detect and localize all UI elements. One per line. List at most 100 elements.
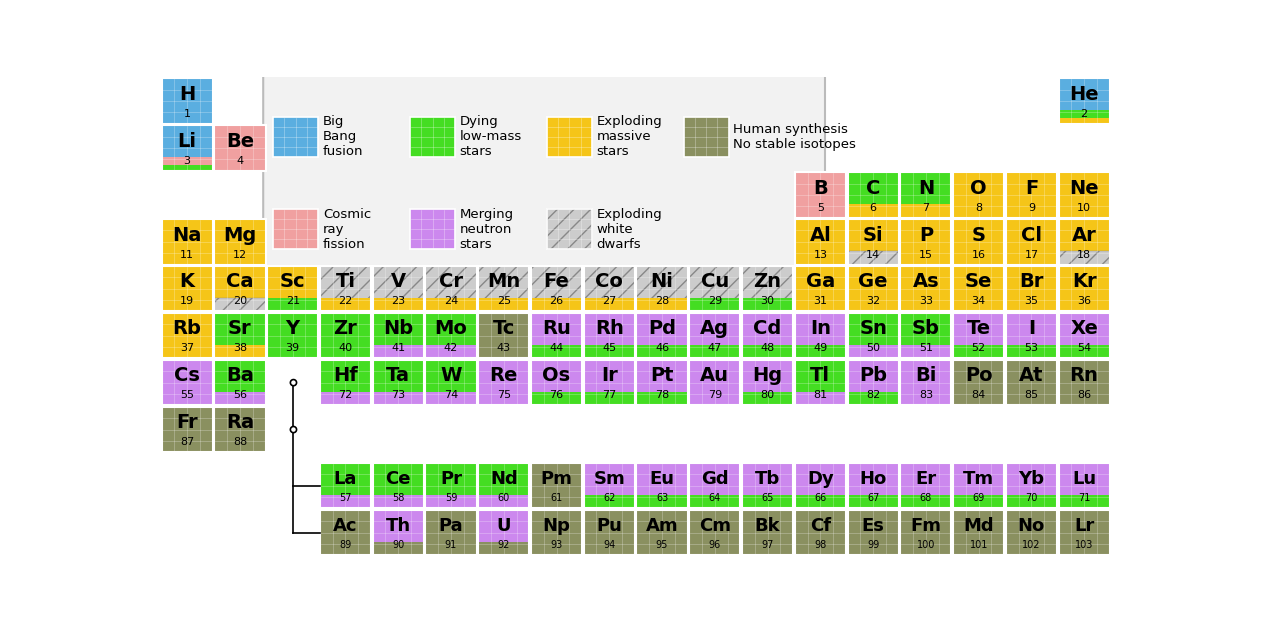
Text: 59: 59 [445,493,457,504]
Circle shape [291,426,297,433]
Text: 69: 69 [973,493,984,504]
Text: 71: 71 [1078,493,1091,504]
Bar [742,345,794,358]
Text: At: At [1019,366,1043,385]
Text: Rn: Rn [1070,366,1098,385]
Text: Nb: Nb [383,319,413,339]
Bar [1059,78,1110,124]
Text: 60: 60 [498,493,509,504]
Bar [689,313,740,358]
Bar [689,313,740,358]
Text: 2: 2 [1080,109,1088,119]
Bar [795,510,846,556]
Text: 5: 5 [817,203,824,212]
Text: Zn: Zn [754,273,782,291]
Bar [584,345,635,358]
Text: Eu: Eu [649,470,675,488]
Bar [1006,463,1057,508]
Bar [954,172,1005,218]
Bar [689,345,740,358]
Bar [847,204,899,218]
Bar [847,360,899,405]
Bar [584,360,635,405]
Bar [900,204,951,218]
Text: Ac: Ac [333,517,357,535]
Bar [161,266,212,312]
Bar [268,266,319,312]
Bar [531,345,582,358]
Text: Lu: Lu [1073,470,1096,488]
Bar [742,313,794,358]
Text: 86: 86 [1076,390,1092,401]
Bar [531,510,582,556]
Bar [1059,510,1110,556]
Bar [479,298,530,312]
Bar [584,313,635,358]
Text: Si: Si [863,225,883,244]
Bar [689,510,740,556]
Bar [636,495,687,508]
Bar [320,298,371,312]
Bar [214,313,265,358]
Bar [954,360,1005,405]
Text: 43: 43 [497,344,511,353]
Text: P: P [919,225,933,244]
Bar [1059,463,1110,508]
Text: 63: 63 [655,493,668,504]
Bar [410,117,454,157]
Text: Am: Am [645,517,678,535]
Text: No: No [1018,517,1044,535]
Bar [689,495,740,508]
Text: Cl: Cl [1021,225,1042,244]
Text: 89: 89 [339,540,352,550]
Text: Na: Na [173,225,202,244]
Bar [689,463,740,508]
Bar [479,313,530,358]
Text: C: C [867,179,881,198]
Text: Sc: Sc [280,273,306,291]
Bar [547,117,591,157]
Text: 99: 99 [867,540,879,550]
Text: 23: 23 [392,296,406,307]
Text: Hf: Hf [333,366,358,385]
Text: 37: 37 [180,344,195,353]
Bar [954,345,1005,358]
Text: V: V [390,273,406,291]
Bar [954,219,1005,264]
Text: F: F [1025,179,1038,198]
Text: 85: 85 [1024,390,1038,401]
Text: 16: 16 [972,250,986,260]
Bar [479,463,530,508]
Bar [425,495,476,508]
Bar [161,313,212,358]
Bar [214,313,265,358]
Bar [320,266,371,312]
Bar [531,266,582,312]
Bar [161,407,212,452]
Bar [900,360,951,405]
Bar [425,298,476,312]
Bar [425,510,476,556]
Text: 29: 29 [708,296,722,307]
Text: Zr: Zr [334,319,357,339]
Text: Pd: Pd [648,319,676,339]
Bar [900,172,951,218]
Bar [689,463,740,508]
Text: Tb: Tb [755,470,781,488]
Text: Exploding
massive
stars: Exploding massive stars [596,115,662,158]
Bar [684,117,728,157]
Bar [636,510,687,556]
Bar [584,495,635,508]
Bar [795,495,846,508]
Bar [689,298,740,312]
Text: 81: 81 [813,390,827,401]
Bar [795,219,846,264]
Bar [425,313,476,358]
Text: La: La [334,470,357,488]
Text: Es: Es [861,517,884,535]
Bar [214,407,265,452]
Bar [1059,219,1110,264]
Bar [268,298,319,312]
Bar [214,266,265,312]
Text: 39: 39 [285,344,300,353]
